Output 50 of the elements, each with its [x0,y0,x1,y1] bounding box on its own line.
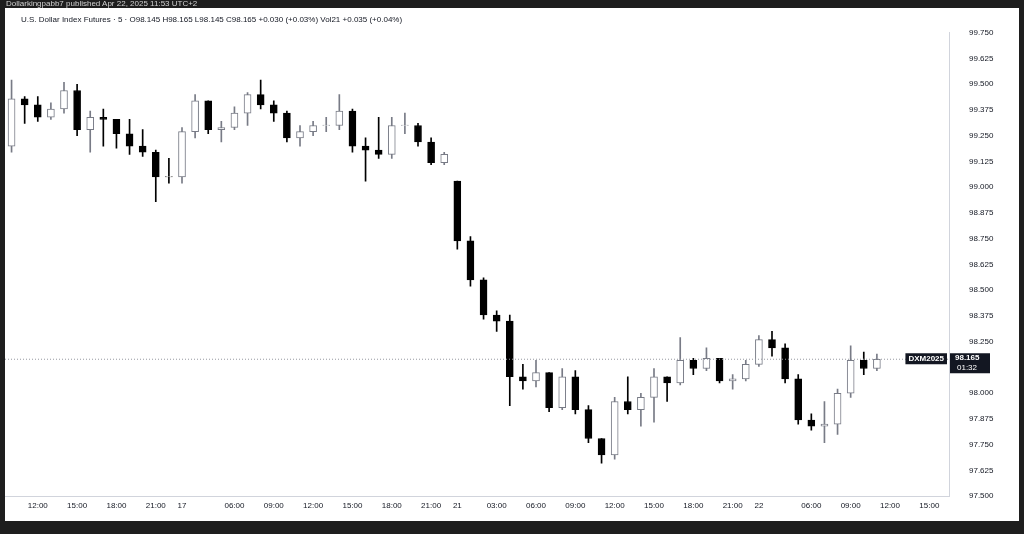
x-tick-label: 15:00 [643,501,665,511]
x-tick-label: 06:00 [224,501,245,511]
text: Dollarkingpabb7 published Apr 22, 2025 11:53 UTC+2 [6,0,198,8]
x-tick-label: 21:00 [722,501,744,511]
y-tick-label: 99.125 [969,156,995,166]
y-tick-label: 99.375 [969,105,995,115]
y-tick-label: 97.500 [969,491,995,501]
x-tick-label: 21 [452,501,463,511]
candlestick [663,376,671,402]
text: 01:32 [957,362,978,372]
y-tick-label: 98.000 [969,388,995,398]
y-tick-label: 97.875 [969,414,995,424]
y-tick-label: 99.250 [969,130,995,140]
x-tick-label: 21:00 [421,501,442,511]
x-tick-label: 06:00 [801,501,822,511]
x-tick-label: 09:00 [565,501,586,511]
y-tick-label: 99.625 [969,53,995,63]
y-tick-label: 98.500 [969,285,995,295]
y-tick-label: 98.875 [969,208,995,218]
y-tick-label: 99.000 [969,182,995,192]
candlestick [519,364,527,390]
x-tick-label: 18:00 [106,501,127,511]
y-tick-label: 97.625 [969,465,995,475]
candlestick [623,376,632,415]
y-tick-label: 98.625 [969,259,995,269]
y-tick-label: 97.750 [969,439,995,449]
y-tick-label: 98.750 [969,233,995,243]
x-tick-label: 12:00 [879,501,901,511]
x-tick-label: 06:00 [525,501,547,511]
x-tick-label: 15:00 [67,501,88,511]
x-tick-label: 09:00 [263,501,285,511]
x-tick-label: 12:00 [604,501,626,511]
x-tick-label: 03:00 [486,501,508,511]
x-tick-label: 15:00 [342,501,363,511]
y-tick-label: 98.250 [969,336,995,346]
x-tick-label: 21:00 [145,501,167,511]
x-tick-label: 15:00 [919,501,940,511]
x-tick-label: 18:00 [381,501,403,511]
x-tick-label: 22 [754,501,764,511]
x-tick-label: 09:00 [840,501,862,511]
y-tick-label: 99.500 [969,79,995,89]
x-tick-label: 18:00 [683,501,704,511]
x-tick-label: 12:00 [303,501,324,511]
x-tick-label: 17 [177,501,187,511]
ref-line-label: 98.165 [955,353,981,363]
annotation: DXM2025 [908,354,945,364]
y-tick-label: 98.375 [969,311,995,321]
chart-title: U.S. Dollar Index Futures · 5 · O98.145 H98.165 L98.145 C98.165 +0.030 (+0.03%) Vol21 +0.035 (+0.04%) [21,15,403,24]
y-tick-label: 99.750 [969,28,995,37]
x-tick-label: 12:00 [27,501,49,511]
